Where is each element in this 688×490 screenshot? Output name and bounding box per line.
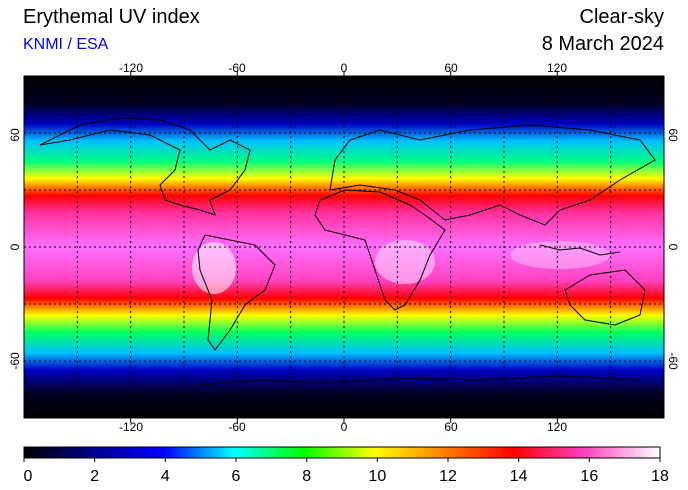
colorbar-tick-label: 10 xyxy=(368,468,386,485)
colorbar-ticks xyxy=(23,458,661,462)
colorbar-labels: 0 2 4 6 8 10 12 14 16 18 xyxy=(24,468,669,485)
map-title: Erythemal UV index xyxy=(23,6,200,28)
south-america-coast xyxy=(197,234,276,351)
bottom-lon-tick-label: 120 xyxy=(547,420,567,434)
colorbar-tick-label: 0 xyxy=(24,468,33,485)
data-source-label: KNMI / ESA xyxy=(23,36,109,53)
colorbar-tick-label: 18 xyxy=(651,468,669,485)
colorbar-tick-label: 16 xyxy=(580,468,598,485)
colorbar-tick-label: 4 xyxy=(161,468,170,485)
top-lon-tick-label: 60 xyxy=(444,61,458,75)
north-america-coast xyxy=(39,117,251,216)
right-lat-tick-label: 0 xyxy=(666,244,680,251)
right-lat-tick-label: 60 xyxy=(666,128,680,142)
africa-coast xyxy=(314,189,446,311)
frame-ticks xyxy=(130,71,558,423)
colorbar-tick-label: 14 xyxy=(510,468,528,485)
maritime-islands-coast xyxy=(539,244,621,256)
top-lon-tick-label: 120 xyxy=(547,61,567,75)
sky-condition-label: Clear-sky xyxy=(579,6,664,28)
top-lon-tick-label: 0 xyxy=(341,61,348,75)
colorbar-tick-label: 2 xyxy=(90,468,99,485)
colorbar-tick-label: 8 xyxy=(302,468,311,485)
graticule xyxy=(24,76,664,418)
africa-hotspot xyxy=(375,240,435,284)
antarctica-coast xyxy=(199,375,641,386)
bottom-lon-tick-label: -120 xyxy=(119,420,143,434)
colorbar-tick-label: 6 xyxy=(232,468,241,485)
colorbar xyxy=(23,446,661,459)
left-lat-tick-label: -60 xyxy=(8,352,22,370)
uv-hotspots xyxy=(192,240,610,294)
bottom-lon-tick-label: 60 xyxy=(444,420,458,434)
maritime-continent-hotspot xyxy=(510,241,610,269)
colorbar-tick-label: 12 xyxy=(439,468,457,485)
top-lon-tick-label: -120 xyxy=(119,61,143,75)
bottom-lon-tick-label: 0 xyxy=(341,420,348,434)
right-lat-tick-label: -60 xyxy=(666,352,680,370)
date-label: 8 March 2024 xyxy=(541,33,664,55)
top-lon-tick-label: -60 xyxy=(228,61,246,75)
australia-coast xyxy=(564,269,646,326)
bottom-lon-tick-label: -60 xyxy=(228,420,246,434)
left-lat-tick-label: 0 xyxy=(8,243,22,250)
left-lat-tick-label: 60 xyxy=(8,128,22,142)
south-america-hotspot xyxy=(192,242,236,294)
